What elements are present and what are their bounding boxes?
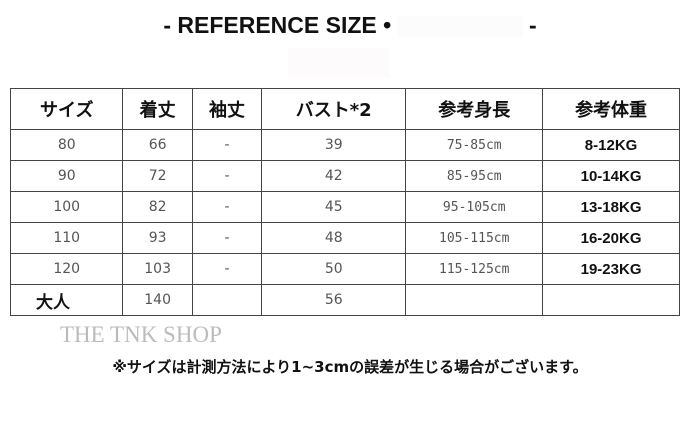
page-title: - REFERENCE SIZE • -	[0, 12, 700, 39]
table-cell: 75-85cm	[405, 129, 544, 161]
table-cell: 大人	[9, 284, 124, 316]
table-cell: 95-105cm	[405, 191, 544, 223]
table-cell: 105-115cm	[405, 222, 544, 254]
table-cell	[542, 284, 680, 316]
column-header: 着丈	[122, 88, 193, 130]
title-dash: -	[528, 12, 537, 38]
table-cell: 72	[122, 160, 193, 192]
column-header: 袖丈	[191, 88, 263, 130]
table-cell: 90	[9, 160, 124, 192]
table-cell: 120	[9, 253, 124, 285]
size-table: サイズ 着丈 袖丈 バスト*2 参考身長 参考体重 80 66-39 75-85cm 8-12K…	[9, 88, 680, 316]
table-cell: 48	[261, 222, 407, 254]
table-cell: 100	[9, 191, 124, 223]
table-cell: 82	[122, 191, 193, 223]
table-cell: 80	[9, 129, 124, 161]
table-row: 大人 140 56	[9, 284, 680, 316]
table-cell: 39	[261, 129, 407, 161]
table-cell: 66	[122, 129, 193, 161]
table-cell: 110	[9, 222, 124, 254]
table-cell: 16-20KG	[542, 222, 680, 254]
table-row: 100 82-45 95-105cm 13-18KG	[9, 191, 680, 223]
table-cell: 103	[122, 253, 193, 285]
table-row: 120 103-50 115-125cm 19-23KG	[9, 253, 680, 285]
table-cell	[405, 284, 544, 316]
table-cell: 19-23KG	[542, 253, 680, 285]
table-cell: 85-95cm	[405, 160, 544, 192]
table-cell: -	[191, 160, 263, 192]
table-row: 90 72-42 85-95cm 10-14KG	[9, 160, 680, 192]
table-cell: -	[191, 222, 263, 254]
table-cell: 10-14KG	[542, 160, 680, 192]
table-cell: 42	[261, 160, 407, 192]
table-cell: 13-18KG	[542, 191, 680, 223]
table-cell: 115-125cm	[405, 253, 544, 285]
redacted-patch	[288, 48, 390, 78]
column-header: バスト*2	[261, 88, 407, 130]
column-header: サイズ	[9, 88, 124, 130]
table-header-row: サイズ 着丈 袖丈 バスト*2 参考身長 参考体重	[9, 88, 680, 130]
table-cell: 93	[122, 222, 193, 254]
table-row: 80 66-39 75-85cm 8-12KG	[9, 129, 680, 161]
table-row: 110 93-48 105-115cm 16-20KG	[9, 222, 680, 254]
title-text: - REFERENCE SIZE •	[163, 12, 392, 38]
table-cell: 140	[122, 284, 193, 316]
table-cell: -	[191, 191, 263, 223]
table-cell: 45	[261, 191, 407, 223]
size-note: ※サイズは計測方法により1~3cmの誤差が生じる場合がございます。	[112, 358, 588, 376]
redacted-area	[397, 15, 523, 38]
column-header: 参考体重	[542, 88, 680, 130]
column-header: 参考身長	[405, 88, 544, 130]
table-cell: -	[191, 253, 263, 285]
table-cell: 8-12KG	[542, 129, 680, 161]
table-cell: -	[191, 129, 263, 161]
table-cell: 56	[261, 284, 407, 316]
table-cell: 50	[261, 253, 407, 285]
table-cell	[191, 284, 263, 316]
watermark: THE TNK SHOP	[60, 322, 222, 347]
